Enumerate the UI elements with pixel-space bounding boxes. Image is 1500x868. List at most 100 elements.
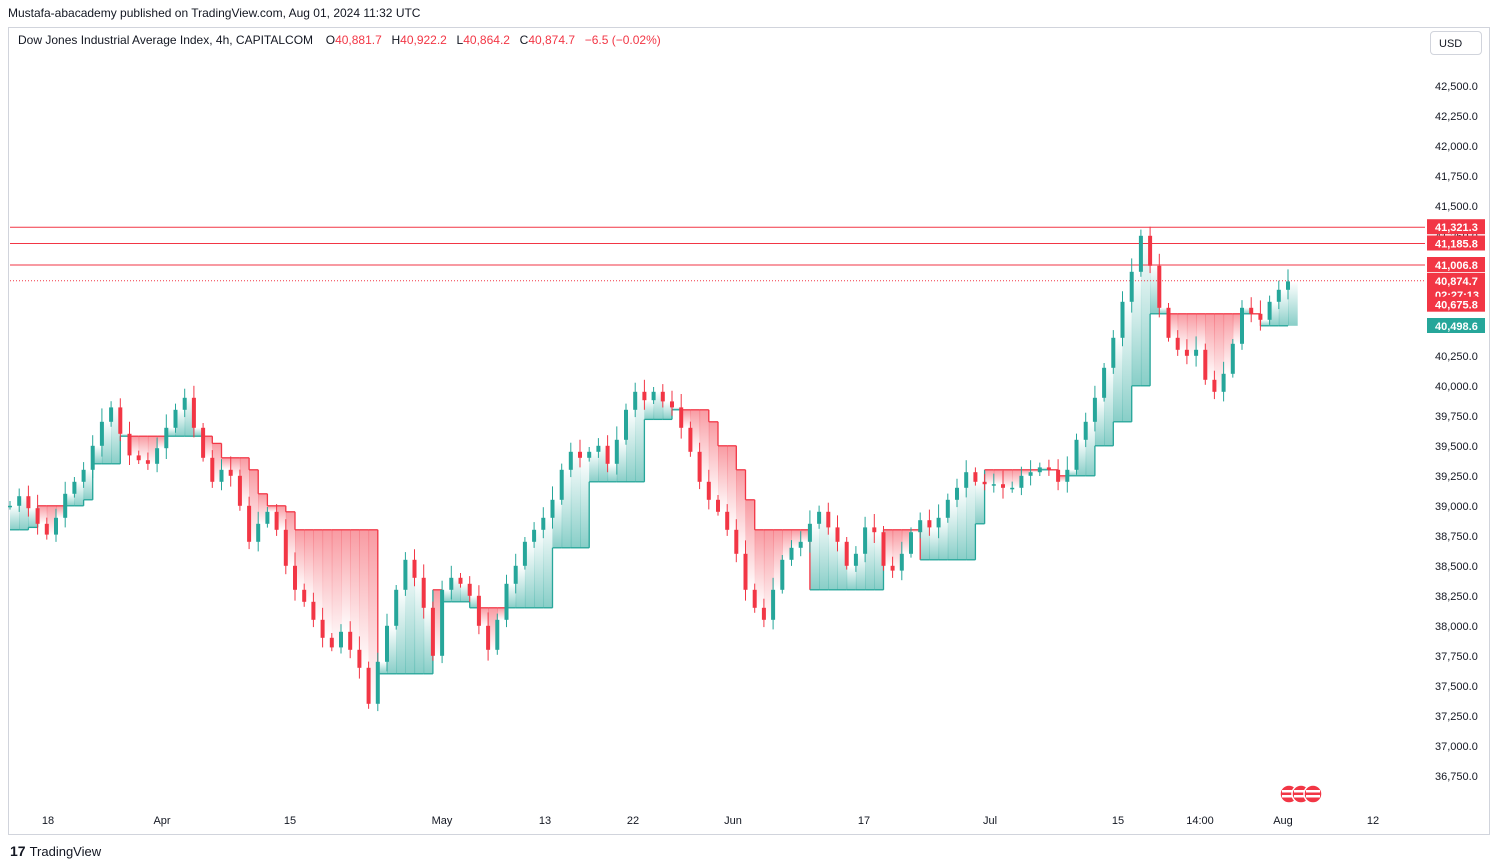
- stop-fill-segment: [322, 529, 333, 638]
- stop-fill-segment: [966, 472, 976, 560]
- y-tick-label: 39,500.0: [1435, 441, 1478, 453]
- candle-body: [679, 407, 684, 428]
- candle-body: [219, 469, 224, 482]
- candle-body: [191, 397, 196, 428]
- price-tag-label: 41,321.3: [1435, 222, 1478, 234]
- stop-fill-segment: [754, 529, 765, 608]
- stop-fill-segment: [1168, 313, 1179, 338]
- candle-body: [991, 484, 996, 486]
- x-tick-label: 17: [858, 815, 870, 827]
- candle-body: [495, 619, 500, 650]
- stop-fill-segment: [874, 532, 884, 590]
- stop-fill-segment: [313, 529, 324, 620]
- candle-body: [394, 589, 399, 626]
- stop-fill-segment: [570, 451, 581, 548]
- candle-body: [743, 553, 748, 590]
- stop-fill-segment: [285, 511, 296, 566]
- stop-fill-segment: [341, 529, 351, 632]
- price-tag: 40,498.6: [1427, 318, 1485, 333]
- stop-fill-segment: [800, 529, 811, 542]
- candle-body: [807, 523, 812, 542]
- tradingview-brand[interactable]: 17 TradingView: [10, 843, 101, 859]
- stop-fill-segment: [368, 529, 379, 704]
- candle-body: [890, 565, 895, 571]
- stop-fill-segment: [276, 505, 287, 530]
- y-tick-label: 41,500.0: [1435, 201, 1478, 213]
- price-tag-label: 40,874.7: [1435, 276, 1478, 288]
- candle-body: [568, 451, 573, 470]
- candle-body: [1148, 235, 1153, 266]
- stop-fill-segment: [138, 436, 149, 461]
- stop-fill-segment: [736, 469, 746, 554]
- candle-body: [688, 427, 693, 452]
- stop-fill-segment: [929, 527, 940, 560]
- candle-body: [559, 469, 564, 500]
- candle-body: [725, 511, 730, 530]
- y-tick-label: 38,750.0: [1435, 531, 1478, 543]
- candle-body: [936, 517, 941, 528]
- stop-fill-segment: [432, 589, 443, 656]
- low-value: 40,864.2: [463, 33, 510, 47]
- price-axis[interactable]: 42,500.0 42,250.0 42,000.0 41,750.0 41,500.0…: [1435, 81, 1478, 783]
- x-tick-label: Apr: [153, 815, 170, 827]
- stop-fill-segment: [37, 505, 48, 524]
- candle-body: [1249, 307, 1254, 314]
- price-tag-bg: [1427, 257, 1485, 272]
- price-tags: 41,321.341,185.841,006.840,874.702:27:13…: [1427, 219, 1485, 333]
- stop-fill-segment: [212, 443, 222, 482]
- symbol-name[interactable]: Dow Jones Industrial Average Index, 4h, …: [18, 33, 314, 47]
- candle-body: [1111, 337, 1116, 368]
- candle-body: [706, 481, 711, 500]
- candle-body: [385, 625, 389, 662]
- candle-body: [881, 532, 886, 566]
- candle-body: [357, 649, 362, 668]
- candle-body: [909, 532, 913, 554]
- candle-body: [44, 523, 49, 535]
- price-tag-label: 40,498.6: [1435, 321, 1478, 333]
- price-tag-bg: [1427, 296, 1485, 312]
- candle-body: [1028, 472, 1033, 476]
- candle-body: [17, 496, 22, 506]
- stop-fill-segment: [184, 397, 195, 437]
- candle-body: [348, 631, 353, 650]
- candle-body: [642, 391, 647, 401]
- stop-fill-segment: [83, 469, 94, 500]
- stop-fill-segment: [304, 529, 314, 602]
- price-tag: 41,006.8: [1427, 257, 1485, 272]
- stop-fill-segment: [147, 436, 158, 464]
- candle-body: [835, 527, 840, 542]
- stop-fill-segment: [975, 481, 986, 524]
- candle-body: [1175, 337, 1180, 350]
- candle-body: [964, 472, 969, 488]
- candle-body: [339, 631, 343, 648]
- candle-body: [366, 667, 371, 704]
- y-tick-label: 42,250.0: [1435, 111, 1478, 123]
- low-label: L: [456, 33, 464, 47]
- stop-fill-segment: [607, 463, 618, 482]
- stop-fill-segment: [193, 427, 204, 437]
- price-tag: 40,874.7: [1427, 272, 1485, 288]
- candle-body: [587, 451, 592, 458]
- candle-body: [789, 547, 794, 560]
- candle-body: [90, 445, 95, 470]
- candle-body: [927, 520, 932, 528]
- candle-body: [1074, 439, 1079, 470]
- stop-fill-segment: [589, 451, 599, 482]
- stop-fill-segment: [855, 553, 866, 590]
- candle-body: [164, 427, 169, 449]
- stop-fill-segment: [1067, 469, 1077, 476]
- close-value: 40,874.7: [528, 33, 576, 47]
- candle-body: [798, 541, 803, 548]
- candle-body: [1230, 343, 1235, 374]
- event-flags[interactable]: [1279, 784, 1323, 804]
- candle-body: [853, 553, 858, 566]
- currency-button[interactable]: USD: [1430, 31, 1482, 55]
- stop-fill-segment: [129, 436, 140, 456]
- x-tick-label: 12: [1367, 815, 1379, 827]
- stop-fill-segment: [1288, 281, 1298, 326]
- us-flag-icon[interactable]: [1303, 784, 1323, 804]
- candle-body: [1258, 313, 1263, 320]
- stop-fill-segment: [1196, 313, 1206, 350]
- time-axis[interactable]: 18 Apr 15 May 13 22 Jun 17 Jul 15 14:00 Aug 12: [42, 815, 1379, 827]
